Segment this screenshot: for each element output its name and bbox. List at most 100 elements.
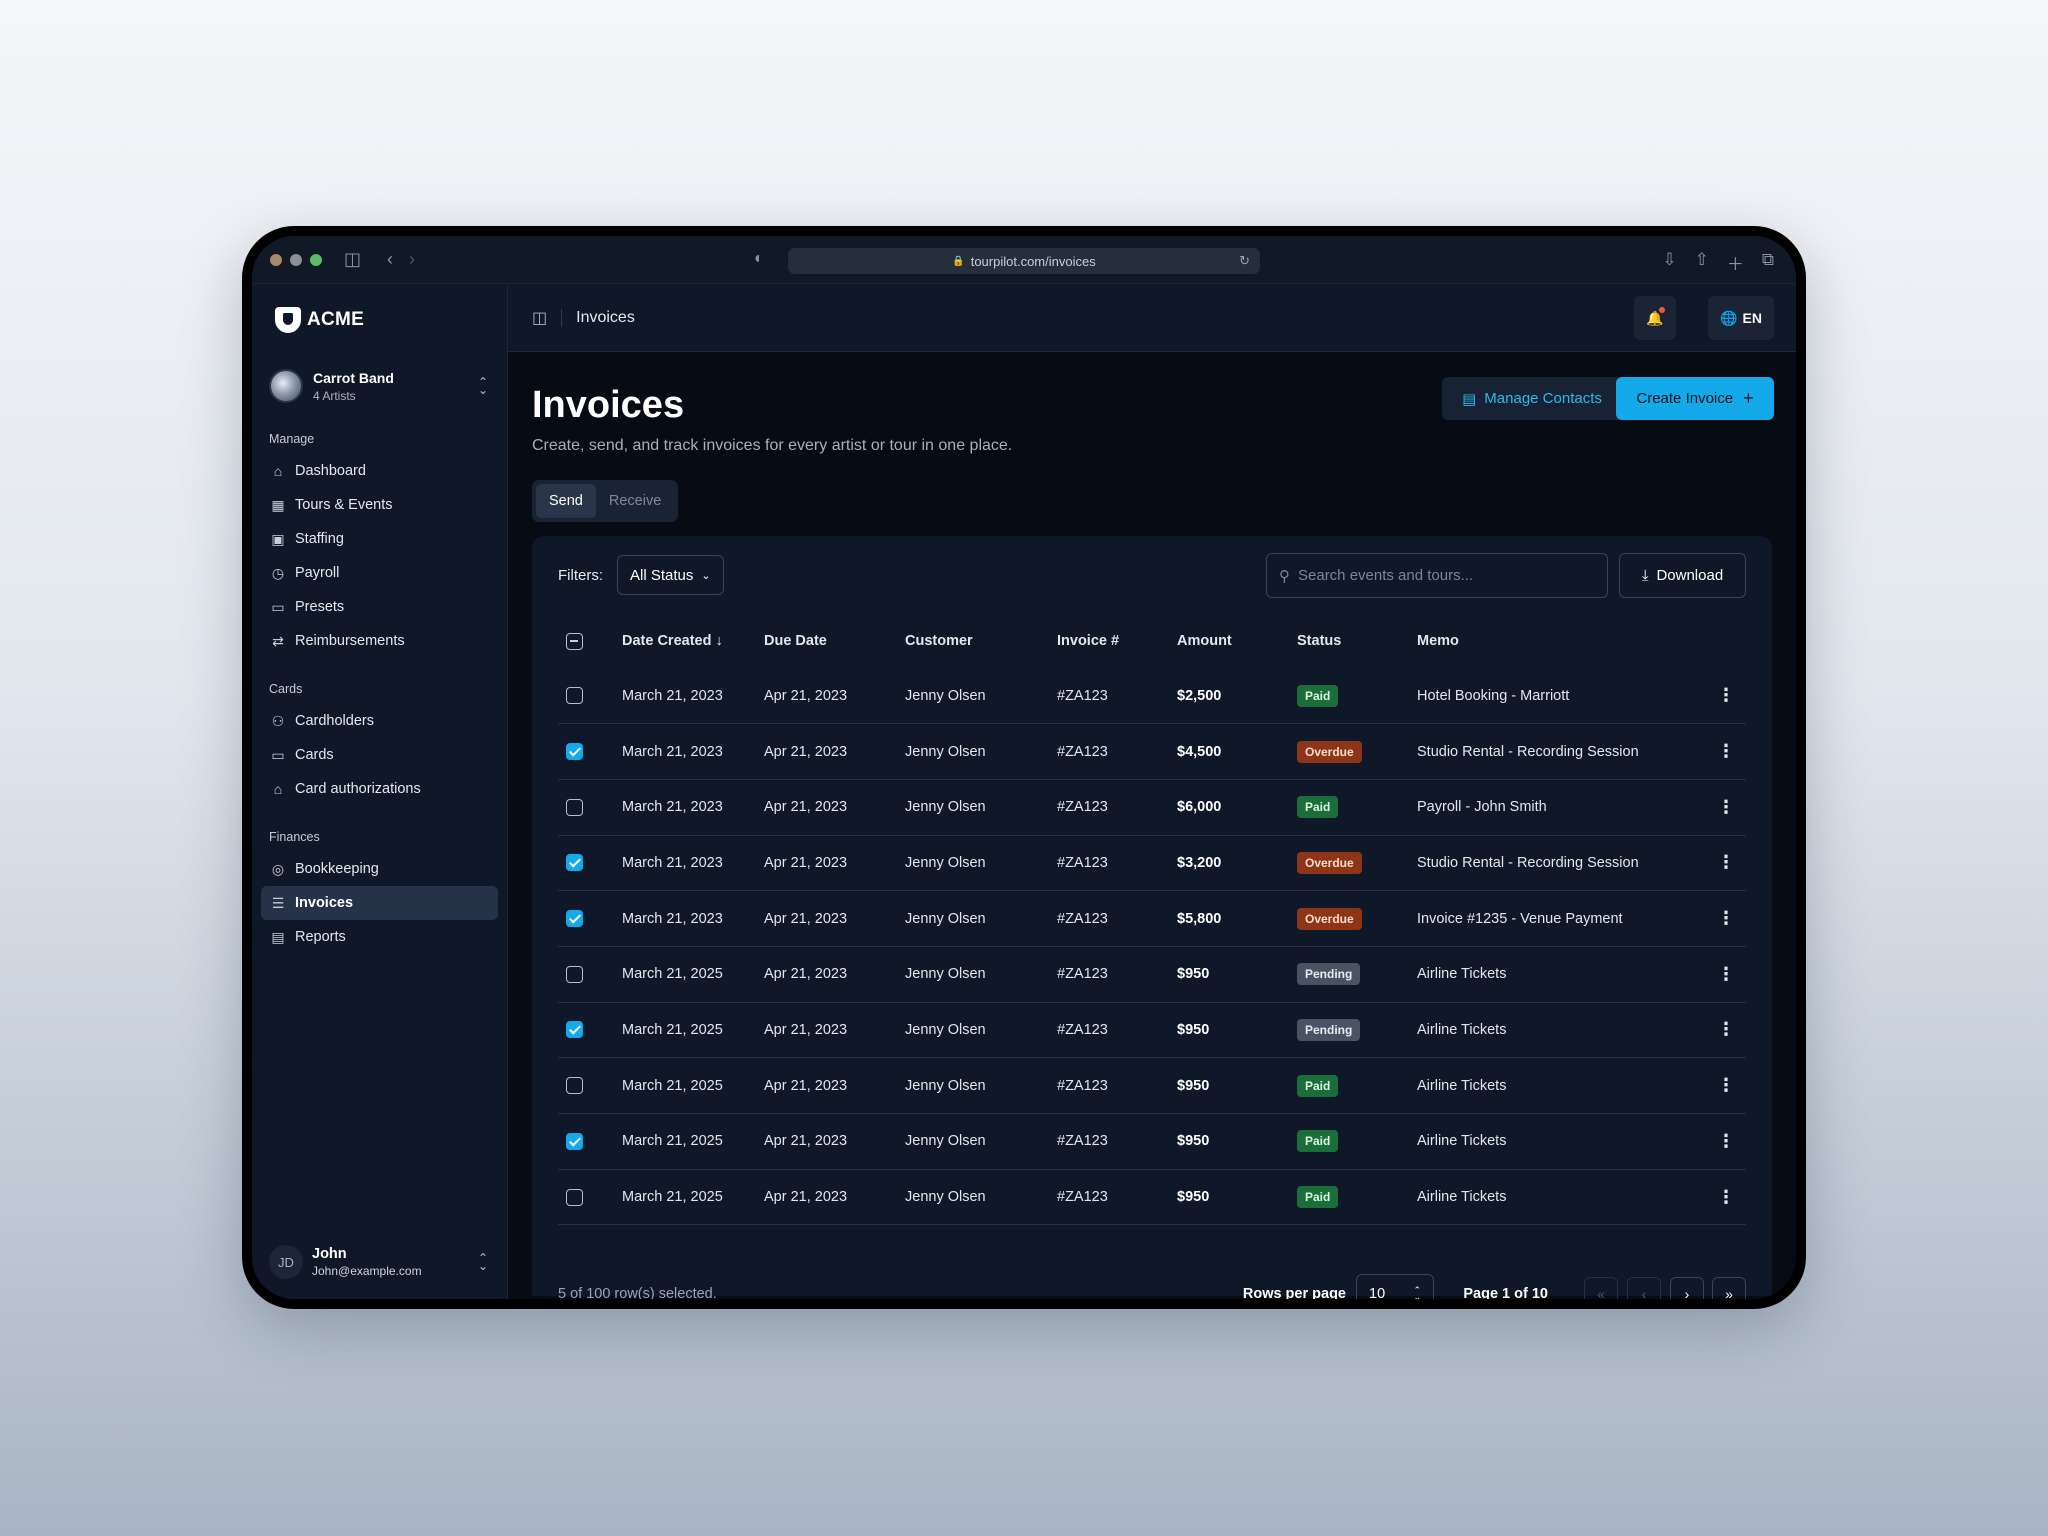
row-checkbox[interactable] (566, 798, 583, 816)
brand[interactable]: ACME (261, 284, 498, 356)
row-menu-icon[interactable]: ⋮ (1706, 835, 1746, 892)
tab-receive[interactable]: Receive (608, 493, 662, 509)
row-checkbox[interactable] (566, 1132, 583, 1150)
status-filter-select[interactable]: All Status ⌄ (617, 555, 724, 595)
last-page-button[interactable]: » (1712, 1277, 1746, 1299)
row-menu-icon[interactable]: ⋮ (1706, 1113, 1746, 1170)
row-menu-icon[interactable]: ⋮ (1706, 779, 1746, 836)
tabs-overview-icon[interactable]: ⧉ (1761, 250, 1774, 269)
col-date-created[interactable]: Date Created ↓ (622, 614, 764, 668)
sidebar-item-payroll[interactable]: ◷ Payroll (261, 556, 498, 590)
cell-date-created: March 21, 2023 (622, 835, 764, 892)
table-row[interactable]: March 21, 2023 Apr 21, 2023 Jenny Olsen #ZA… (558, 890, 1746, 947)
first-page-button[interactable]: « (1584, 1277, 1618, 1299)
sidebar-item-cards[interactable]: ▭ Cards (261, 738, 498, 772)
col-due-date[interactable]: Due Date (764, 633, 827, 649)
sidebar-item-tours-events[interactable]: ▦ Tours & Events (261, 488, 498, 522)
new-tab-icon[interactable]: ＋ (1726, 255, 1744, 274)
table-row[interactable]: March 21, 2025 Apr 21, 2023 Jenny Olsen #ZA… (558, 1002, 1746, 1059)
row-menu-icon[interactable]: ⋮ (1706, 890, 1746, 947)
cell-invoice-number: #ZA123 (1057, 1057, 1177, 1114)
sidebar-item-cardholders[interactable]: ⚇ Cardholders (261, 704, 498, 738)
row-checkbox[interactable] (566, 910, 583, 928)
prev-page-button[interactable]: ‹ (1627, 1277, 1661, 1299)
divider (561, 308, 563, 327)
language-button[interactable]: 🌐 EN (1708, 296, 1774, 340)
table-row[interactable]: March 21, 2023 Apr 21, 2023 Jenny Olsen #ZA… (558, 835, 1746, 892)
sidebar-item-presets[interactable]: ▭ Presets (261, 590, 498, 624)
select-all-checkbox[interactable] (566, 632, 583, 650)
col-status[interactable]: Status (1297, 633, 1342, 649)
table-row[interactable]: March 21, 2025 Apr 21, 2023 Jenny Olsen #ZA… (558, 1113, 1746, 1170)
sidebar-item-bookkeeping[interactable]: ◎ Bookkeeping (261, 852, 498, 886)
cell-invoice-number: #ZA123 (1057, 1113, 1177, 1170)
table-row[interactable]: March 21, 2025 Apr 21, 2023 Jenny Olsen #ZA… (558, 1169, 1746, 1226)
share-icon[interactable]: ⇧ (1694, 250, 1709, 269)
sidebar-item-invoices[interactable]: ☰ Invoices (261, 886, 498, 920)
row-checkbox[interactable] (566, 743, 583, 761)
close-window-button[interactable] (270, 253, 282, 266)
cell-customer: Jenny Olsen (905, 723, 1057, 780)
topbar: ◫ Invoices 🔔 🌐 EN (508, 284, 1796, 352)
tabs: Send Receive (532, 480, 679, 522)
privacy-shield-icon[interactable]: ◐ (754, 250, 764, 267)
sidebar-item-dashboard[interactable]: ⌂ Dashboard (261, 454, 498, 488)
table-row[interactable]: March 21, 2023 Apr 21, 2023 Jenny Olsen #ZA… (558, 779, 1746, 836)
row-checkbox[interactable] (566, 1188, 583, 1206)
table-row[interactable]: March 21, 2025 Apr 21, 2023 Jenny Olsen #ZA… (558, 1057, 1746, 1114)
row-menu-icon[interactable]: ⋮ (1706, 946, 1746, 1003)
coins-icon: ◎ (271, 860, 285, 877)
maximize-window-button[interactable] (310, 253, 322, 266)
browser-chrome: ◫ ‹ › ◐ 🔒 tourpilot.com/invoices ↻ ⇩ ⇧ ＋… (252, 236, 1796, 284)
col-customer[interactable]: Customer (905, 633, 973, 649)
sidebar-toggle-icon[interactable]: ◫ (344, 249, 362, 269)
notifications-button[interactable]: 🔔 (1634, 296, 1676, 340)
sidebar-item-staffing[interactable]: ▣ Staffing (261, 522, 498, 556)
forward-icon[interactable]: › (409, 249, 416, 269)
table-row[interactable]: March 21, 2023 Apr 21, 2023 Jenny Olsen #ZA… (558, 668, 1746, 725)
sidebar-item-reports[interactable]: ▤ Reports (261, 920, 498, 954)
cell-due-date: Apr 21, 2023 (764, 890, 905, 947)
table-row[interactable]: March 21, 2025 Apr 21, 2023 Jenny Olsen #ZA… (558, 946, 1746, 1003)
user-menu[interactable]: JD John John@example.com ⌃ ⌄ (261, 1239, 498, 1285)
language-label: EN (1742, 310, 1762, 326)
row-menu-icon[interactable]: ⋮ (1706, 1169, 1746, 1226)
col-memo[interactable]: Memo (1417, 633, 1459, 649)
downloads-icon[interactable]: ⇩ (1662, 250, 1677, 269)
calendar-icon: ▦ (271, 496, 285, 513)
row-checkbox[interactable] (566, 854, 583, 872)
next-page-button[interactable]: › (1670, 1277, 1704, 1299)
cell-date-created: March 21, 2023 (622, 668, 764, 725)
sidebar-item-reimbursements[interactable]: ⇄ Reimbursements (261, 624, 498, 658)
col-amount[interactable]: Amount (1177, 633, 1232, 649)
download-button[interactable]: ⤓ Download (1619, 553, 1746, 598)
manage-contacts-button[interactable]: ▤ Manage Contacts (1442, 377, 1622, 420)
row-checkbox[interactable] (566, 1021, 583, 1039)
row-checkbox[interactable] (566, 1077, 583, 1095)
row-menu-icon[interactable]: ⋮ (1706, 723, 1746, 780)
cell-memo: Airline Tickets (1417, 1113, 1706, 1170)
back-icon[interactable]: ‹ (387, 249, 394, 269)
create-invoice-button[interactable]: Create Invoice + (1616, 377, 1774, 420)
rows-per-page-select[interactable]: 10 ⌃ ⌄ (1356, 1274, 1434, 1299)
row-checkbox[interactable] (566, 687, 583, 705)
status-badge: Paid (1297, 796, 1339, 819)
lock-icon: 🔒 (952, 255, 965, 267)
layout-toggle-icon[interactable]: ◫ (532, 309, 548, 327)
row-checkbox[interactable] (566, 965, 583, 983)
row-menu-icon[interactable]: ⋮ (1706, 1002, 1746, 1059)
cell-invoice-number: #ZA123 (1057, 1002, 1177, 1059)
sidebar-item-card-authorizations[interactable]: ⌂ Card authorizations (261, 772, 498, 806)
col-invoice-number[interactable]: Invoice # (1057, 633, 1120, 649)
minimize-window-button[interactable] (290, 253, 302, 266)
address-bar[interactable]: 🔒 tourpilot.com/invoices ↻ (788, 248, 1260, 274)
row-menu-icon[interactable]: ⋮ (1706, 1057, 1746, 1114)
cell-customer: Jenny Olsen (905, 668, 1057, 725)
reload-icon[interactable]: ↻ (1239, 253, 1250, 268)
workspace-switcher[interactable]: Carrot Band 4 Artists ⌃ ⌄ (261, 356, 498, 416)
search-input[interactable] (1298, 567, 1578, 584)
selection-count: 5 of 100 row(s) selected. (558, 1286, 717, 1299)
tab-send[interactable]: Send (536, 484, 596, 518)
row-menu-icon[interactable]: ⋮ (1706, 668, 1746, 725)
table-row[interactable]: March 21, 2023 Apr 21, 2023 Jenny Olsen #ZA… (558, 723, 1746, 780)
